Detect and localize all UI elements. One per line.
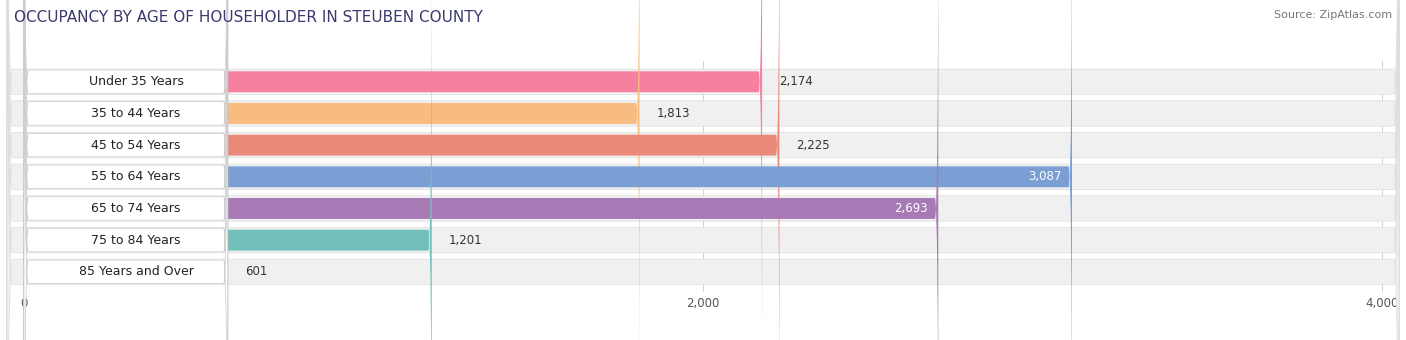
Text: 85 Years and Over: 85 Years and Over <box>79 265 194 278</box>
Text: 2,225: 2,225 <box>796 139 830 152</box>
FancyBboxPatch shape <box>24 0 1071 340</box>
Text: Under 35 Years: Under 35 Years <box>89 75 183 88</box>
FancyBboxPatch shape <box>24 0 228 340</box>
Text: 1,201: 1,201 <box>449 234 482 246</box>
Text: OCCUPANCY BY AGE OF HOUSEHOLDER IN STEUBEN COUNTY: OCCUPANCY BY AGE OF HOUSEHOLDER IN STEUB… <box>14 10 482 25</box>
FancyBboxPatch shape <box>24 0 640 340</box>
FancyBboxPatch shape <box>24 0 779 340</box>
FancyBboxPatch shape <box>7 0 1399 340</box>
FancyBboxPatch shape <box>7 0 1399 340</box>
FancyBboxPatch shape <box>24 0 762 340</box>
Text: 2,693: 2,693 <box>894 202 928 215</box>
FancyBboxPatch shape <box>7 0 1399 340</box>
FancyBboxPatch shape <box>24 0 228 340</box>
Text: 1,813: 1,813 <box>657 107 690 120</box>
FancyBboxPatch shape <box>7 0 1399 340</box>
Text: 45 to 54 Years: 45 to 54 Years <box>91 139 181 152</box>
Text: 3,087: 3,087 <box>1028 170 1062 183</box>
FancyBboxPatch shape <box>7 0 1399 340</box>
FancyBboxPatch shape <box>24 0 432 340</box>
FancyBboxPatch shape <box>24 0 228 340</box>
FancyBboxPatch shape <box>7 0 1399 340</box>
Text: 601: 601 <box>245 265 267 278</box>
FancyBboxPatch shape <box>24 0 228 340</box>
FancyBboxPatch shape <box>24 0 228 340</box>
Text: Source: ZipAtlas.com: Source: ZipAtlas.com <box>1274 10 1392 20</box>
FancyBboxPatch shape <box>7 0 1399 340</box>
FancyBboxPatch shape <box>24 0 228 340</box>
Text: 2,174: 2,174 <box>779 75 813 88</box>
Text: 65 to 74 Years: 65 to 74 Years <box>91 202 181 215</box>
FancyBboxPatch shape <box>24 0 938 340</box>
FancyBboxPatch shape <box>24 0 228 340</box>
FancyBboxPatch shape <box>24 0 228 340</box>
Text: 35 to 44 Years: 35 to 44 Years <box>91 107 180 120</box>
Text: 55 to 64 Years: 55 to 64 Years <box>91 170 181 183</box>
Text: 75 to 84 Years: 75 to 84 Years <box>91 234 181 246</box>
